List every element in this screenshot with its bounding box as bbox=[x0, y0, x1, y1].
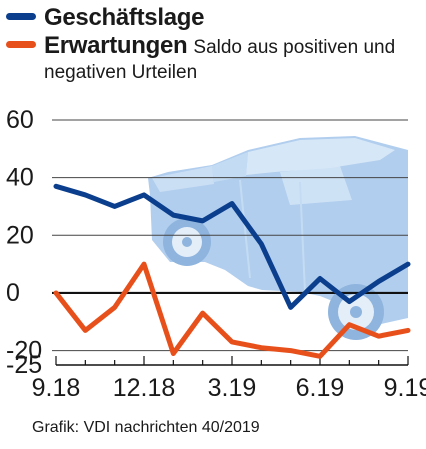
y-tick-label: 40 bbox=[6, 164, 34, 192]
source-credit: Grafik: VDI nachrichten 40/2019 bbox=[32, 419, 260, 436]
x-axis-ticks: 9.18 12.18 3.19 6.19 9.19 bbox=[32, 356, 426, 402]
x-tick-label: 12.18 bbox=[113, 374, 176, 402]
legend-swatch-erwartungen bbox=[6, 41, 36, 48]
y-tick-label: -20 bbox=[6, 337, 42, 365]
y-tick-label: 20 bbox=[6, 221, 34, 249]
x-tick-label: 9.18 bbox=[32, 374, 81, 402]
legend: Geschäftslage Erwartungen Saldo aus posi… bbox=[6, 4, 421, 84]
x-tick-label: 6.19 bbox=[296, 374, 345, 402]
legend-note-continued: negativen Urteilen bbox=[44, 62, 198, 83]
y-tick-label: 0 bbox=[6, 279, 20, 307]
x-tick-label: 9.19 bbox=[384, 374, 426, 402]
car-icon bbox=[148, 136, 408, 340]
series-lines bbox=[53, 183, 411, 359]
legend-label-erwartungen: Erwartungen bbox=[44, 32, 188, 59]
y-tick-label: 60 bbox=[6, 106, 34, 134]
x-tick-label: 3.19 bbox=[208, 374, 257, 402]
legend-swatch-geschaeftslage bbox=[6, 13, 36, 20]
grid-lines bbox=[52, 119, 408, 352]
y-axis-ticks: 60 40 20 0 -20-25 bbox=[6, 106, 42, 379]
legend-label-geschaeftslage: Geschäftslage bbox=[44, 4, 205, 31]
y-tick-label: -25 bbox=[6, 351, 42, 379]
legend-note: Saldo aus positiven und bbox=[193, 37, 396, 58]
legend-item-geschaeftslage: Geschäftslage bbox=[6, 4, 421, 32]
legend-item-erwartungen: Erwartungen Saldo aus positiven und bbox=[6, 32, 421, 60]
